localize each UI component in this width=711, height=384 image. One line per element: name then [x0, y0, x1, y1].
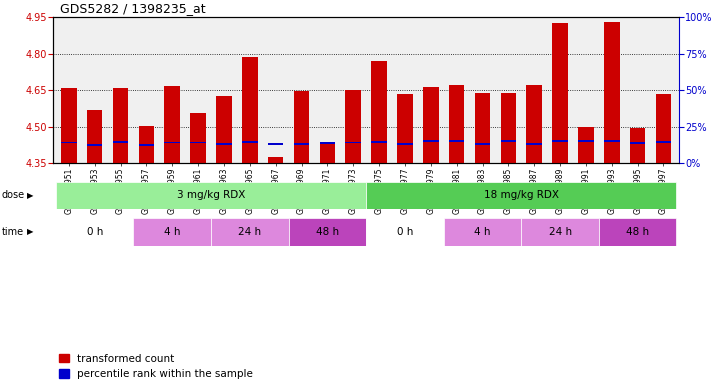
Bar: [289, 218, 366, 246]
Bar: [552, 141, 568, 142]
Bar: [521, 218, 599, 246]
Bar: [191, 113, 206, 163]
Bar: [423, 141, 439, 142]
Bar: [366, 182, 676, 209]
Bar: [449, 140, 464, 142]
Bar: [268, 143, 284, 145]
Bar: [578, 127, 594, 163]
Text: ▶: ▶: [27, 191, 33, 200]
Text: 4 h: 4 h: [474, 227, 491, 237]
Bar: [87, 144, 102, 146]
Bar: [294, 91, 309, 163]
Bar: [61, 142, 77, 143]
Bar: [268, 157, 284, 163]
Bar: [164, 142, 180, 143]
Bar: [320, 144, 335, 163]
Bar: [134, 218, 211, 246]
Bar: [191, 142, 206, 143]
Bar: [211, 218, 289, 246]
Legend: transformed count, percentile rank within the sample: transformed count, percentile rank withi…: [58, 354, 253, 379]
Bar: [578, 140, 594, 142]
Bar: [216, 96, 232, 163]
Text: 24 h: 24 h: [238, 227, 262, 237]
Text: 3 mg/kg RDX: 3 mg/kg RDX: [177, 190, 245, 200]
Bar: [139, 126, 154, 163]
Text: 24 h: 24 h: [548, 227, 572, 237]
Bar: [371, 141, 387, 143]
Bar: [346, 142, 361, 143]
Bar: [604, 140, 619, 142]
Text: ▶: ▶: [27, 227, 33, 237]
Bar: [630, 142, 646, 144]
Text: dose: dose: [1, 190, 25, 200]
Bar: [599, 218, 676, 246]
Bar: [423, 87, 439, 163]
Bar: [56, 218, 134, 246]
Bar: [366, 218, 444, 246]
Bar: [526, 85, 542, 163]
Bar: [475, 93, 491, 163]
Bar: [604, 22, 619, 163]
Bar: [656, 94, 671, 163]
Bar: [61, 88, 77, 163]
Bar: [630, 128, 646, 163]
Text: 0 h: 0 h: [87, 227, 103, 237]
Bar: [552, 23, 568, 163]
Bar: [113, 141, 128, 143]
Bar: [444, 218, 521, 246]
Text: 48 h: 48 h: [626, 227, 649, 237]
Text: 0 h: 0 h: [397, 227, 413, 237]
Text: 48 h: 48 h: [316, 227, 339, 237]
Text: GDS5282 / 1398235_at: GDS5282 / 1398235_at: [60, 2, 206, 15]
Text: 18 mg/kg RDX: 18 mg/kg RDX: [483, 190, 559, 200]
Bar: [397, 94, 412, 163]
Bar: [656, 141, 671, 142]
Bar: [501, 141, 516, 142]
Bar: [56, 182, 366, 209]
Bar: [242, 141, 257, 143]
Bar: [164, 86, 180, 163]
Bar: [294, 143, 309, 145]
Bar: [320, 142, 335, 144]
Bar: [475, 143, 491, 145]
Bar: [501, 93, 516, 163]
Bar: [397, 143, 412, 145]
Text: time: time: [1, 227, 23, 237]
Bar: [216, 143, 232, 145]
Text: 4 h: 4 h: [164, 227, 181, 237]
Bar: [526, 143, 542, 145]
Bar: [346, 90, 361, 163]
Bar: [87, 110, 102, 163]
Bar: [449, 85, 464, 163]
Bar: [113, 88, 128, 163]
Bar: [371, 61, 387, 163]
Bar: [242, 58, 257, 163]
Bar: [139, 144, 154, 146]
